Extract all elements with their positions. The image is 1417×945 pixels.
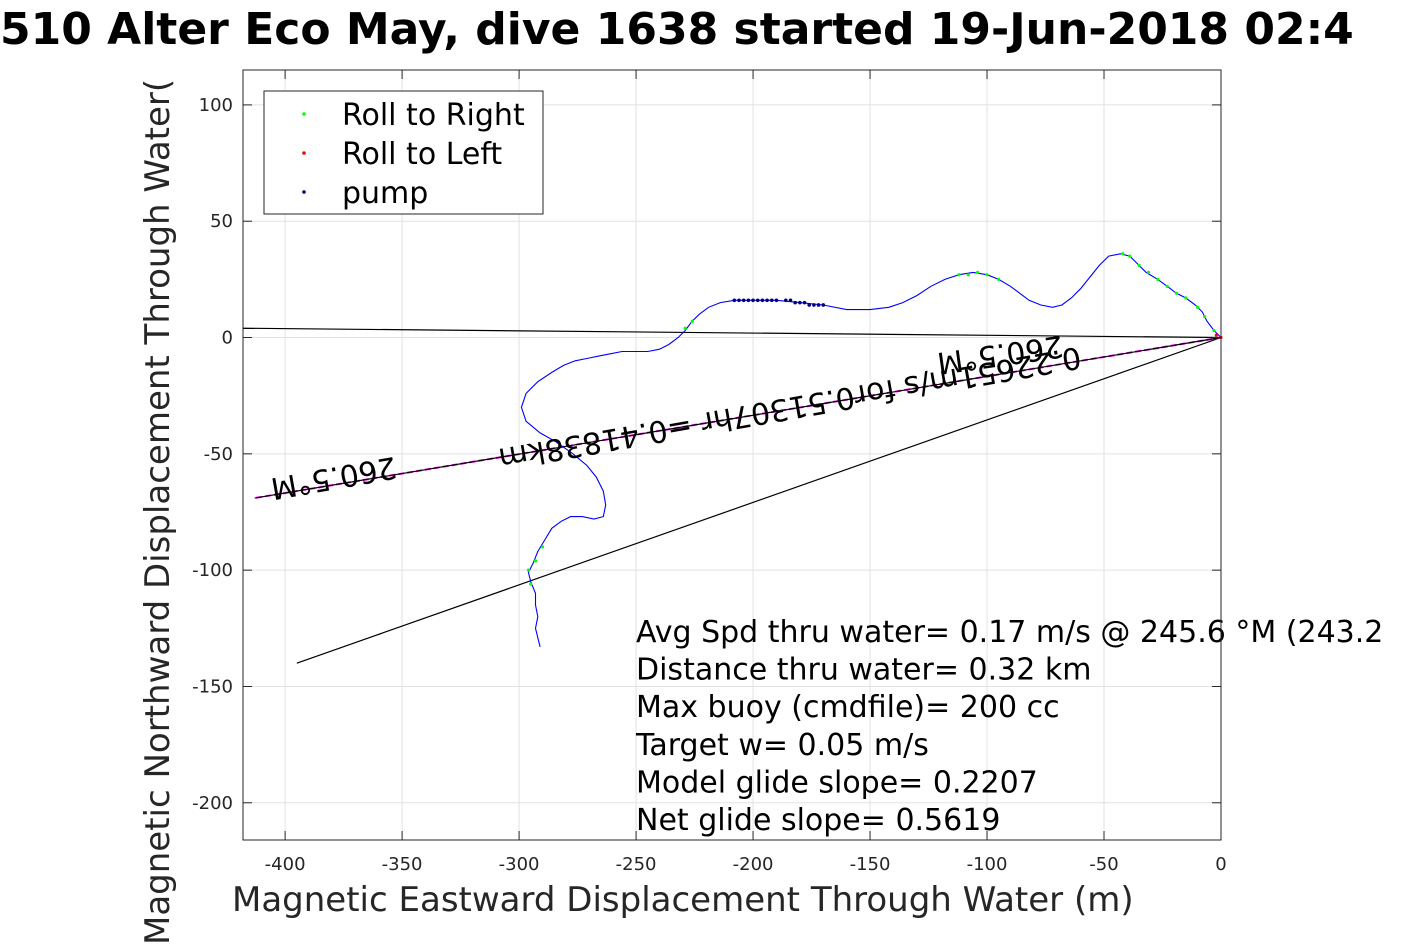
grid	[243, 70, 1222, 840]
pump-point	[732, 298, 737, 303]
roll-right-point	[1137, 263, 1141, 268]
y-tick-label: -100	[192, 560, 233, 581]
roll-left-point	[1214, 333, 1218, 337]
x-tick-label: -150	[850, 854, 891, 875]
x-tick-label: -100	[967, 854, 1008, 875]
roll-right-point	[1146, 270, 1151, 274]
pump-point	[816, 303, 821, 307]
pump-point	[812, 303, 816, 307]
pump-point	[807, 303, 812, 307]
roll-right-point	[1196, 305, 1200, 309]
roll-right-point	[529, 582, 533, 586]
x-axis-label: Magnetic Eastward Displacement Through W…	[232, 880, 1134, 920]
roll-right-point	[526, 568, 531, 572]
plot-frame	[242, 69, 1222, 841]
x-tick-label: -400	[265, 854, 306, 875]
pump-point	[737, 298, 741, 303]
y-axis-label: Magnetic Northward Displacement Through …	[138, 78, 178, 945]
legend-marker	[302, 190, 306, 194]
y-tick-label: 0	[222, 328, 233, 349]
roll-right-point	[985, 273, 989, 277]
y-tick-label: 50	[210, 211, 233, 232]
pump-point	[746, 298, 751, 303]
y-tick-label: -50	[204, 444, 233, 465]
roll-right-point	[1156, 277, 1160, 281]
chart-title: 510 Alter Eco May, dive 1638 started 19-…	[0, 4, 1354, 55]
pump-point	[793, 300, 797, 305]
legend: Roll to Right Roll to Left pump	[263, 90, 544, 215]
legend-label: Roll to Right	[342, 98, 525, 133]
heading-line-1	[243, 327, 1221, 339]
x-tick-label: -300	[499, 854, 540, 875]
roll-right-point	[966, 273, 970, 277]
pump-point	[769, 298, 774, 303]
axis-ticks: -400 -350 -300 -250 -200 -150 -100 -50 0 -200 -150…	[192, 70, 1227, 875]
net-track-line-under	[254, 336, 1221, 499]
pump-point	[774, 298, 779, 303]
legend-marker	[302, 112, 306, 116]
roll-right-point	[1128, 254, 1132, 258]
legend-box	[263, 90, 544, 215]
x-tick-label: -50	[1089, 854, 1118, 875]
roll-right-point	[1174, 291, 1179, 295]
stats-line: Target w= 0.05 m/s	[635, 728, 929, 763]
markers	[526, 252, 1223, 586]
x-tick-label: 0	[1215, 854, 1226, 875]
roll-right-point	[540, 545, 545, 549]
track-line	[520, 253, 1222, 648]
pump-point	[798, 300, 802, 305]
legend-marker	[302, 151, 306, 155]
stats-line: Model glide slope= 0.2207	[636, 765, 1038, 800]
stats-line: Net glide slope= 0.5619	[636, 803, 1000, 838]
pump-point	[784, 298, 788, 303]
x-tick-label: -250	[616, 854, 657, 875]
reference-lines	[243, 327, 1221, 664]
x-tick-label: -200	[733, 854, 774, 875]
legend-label: Roll to Left	[342, 137, 502, 172]
track	[520, 253, 1222, 648]
heading-line-2	[296, 336, 1221, 664]
y-tick-label: 100	[199, 95, 233, 116]
pump-point	[755, 298, 760, 303]
roll-right-point	[997, 277, 1001, 281]
y-tick-label: -200	[192, 793, 233, 814]
roll-right-point	[957, 273, 961, 277]
roll-right-point	[533, 559, 538, 563]
pump-point	[760, 298, 765, 303]
roll-right-point	[683, 326, 687, 330]
pump-point	[802, 300, 807, 305]
pump-point	[765, 298, 769, 303]
roll-right-point	[1184, 296, 1188, 300]
pump-point	[821, 303, 826, 307]
pump-point	[788, 298, 793, 303]
stats-line: Distance thru water= 0.32 km	[636, 653, 1091, 688]
roll-right-point	[1121, 252, 1125, 256]
y-tick-label: -150	[192, 676, 233, 697]
stats-line: Avg Spd thru water= 0.17 m/s @ 245.6 °M …	[636, 615, 1383, 650]
roll-right-point	[690, 319, 694, 323]
roll-right-point	[1165, 284, 1169, 288]
roll-right-point	[976, 270, 980, 274]
x-tick-label: -350	[382, 854, 423, 875]
stats-line: Max buoy (cmdfile)= 200 cc	[636, 690, 1060, 725]
pump-point	[741, 298, 746, 303]
stats-text: Avg Spd thru water= 0.17 m/s @ 245.6 °M …	[635, 615, 1383, 838]
roll-right-point	[1203, 314, 1207, 319]
pump-point	[751, 298, 755, 303]
legend-label: pump	[342, 176, 428, 211]
roll-right-point	[1212, 328, 1216, 333]
